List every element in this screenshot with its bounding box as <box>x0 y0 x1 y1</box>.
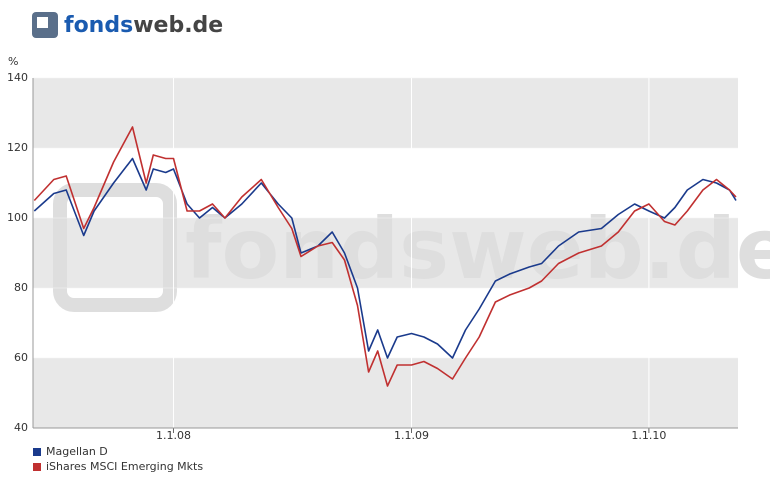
series-line <box>33 126 737 387</box>
series-line <box>33 157 737 359</box>
x-tick-label: 1.1.09 <box>394 429 429 442</box>
grid-band <box>33 78 738 148</box>
y-tick-label: 40 <box>14 421 28 434</box>
y-tick-label: 80 <box>14 281 28 294</box>
y-tick-label: 140 <box>7 71 28 84</box>
legend-swatch <box>33 448 41 456</box>
x-tick-label: 1.1.08 <box>156 429 191 442</box>
logo: fondsweb.de <box>64 13 223 38</box>
y-tick-label: 120 <box>7 141 28 154</box>
y-tick-label: 60 <box>14 351 28 364</box>
legend-label: iShares MSCI Emerging Mkts <box>46 460 203 473</box>
y-tick-label: 100 <box>7 211 28 224</box>
x-tick-label: 1.1.10 <box>631 429 666 442</box>
watermark-icon <box>53 183 177 312</box>
grid-band <box>33 358 738 428</box>
y-axis-label: % <box>8 55 18 68</box>
logo-icon-inner <box>37 17 48 28</box>
legend-label: Magellan D <box>46 445 108 458</box>
logo-part: fonds <box>64 13 133 38</box>
watermark: fondsweb.de <box>185 200 770 298</box>
logo-part: web.de <box>133 13 223 38</box>
legend-swatch <box>33 463 41 471</box>
